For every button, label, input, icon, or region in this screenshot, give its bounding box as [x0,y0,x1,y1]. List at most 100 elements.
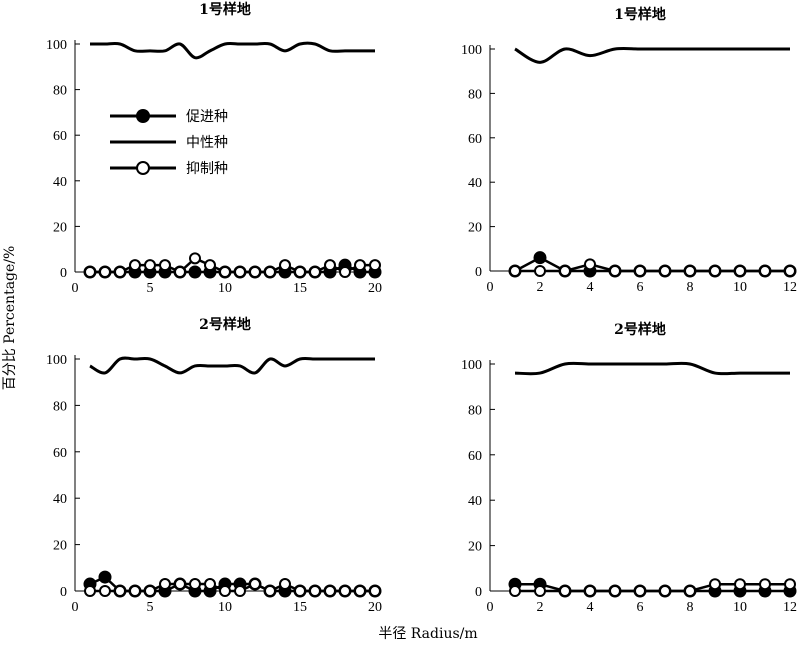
y-tick-label: 100 [46,353,67,368]
x-tick-label: 12 [783,600,797,615]
x-tick-label: 6 [637,280,644,295]
point-inhibit [249,266,261,278]
point-inhibit [369,259,381,272]
y-tick-label: 20 [468,540,482,555]
point-inhibit [339,585,351,597]
x-tick-label: 4 [587,600,594,615]
y-tick-label: 0 [60,585,67,600]
y-tick-label: 0 [60,266,67,281]
point-inhibit [159,578,171,591]
x-tick-label: 0 [487,280,494,295]
point-inhibit [354,259,366,272]
series-line-neutral [89,356,375,375]
legend-marker-filled [136,109,150,123]
point-inhibit [509,265,521,277]
point-inhibit [509,585,521,597]
point-inhibit [584,258,596,271]
point-inhibit [204,578,216,591]
point-inhibit [114,266,126,278]
legend-item: 促进种 [110,109,228,125]
point-inhibit [324,585,336,597]
point-inhibit [144,259,156,272]
point-inhibit [709,578,721,591]
series-line-neutral [514,47,790,64]
chart-panel-3: 2号样地 0 20 40 60 80 100 0 5 10 15 20 [46,316,382,615]
point-inhibit [99,585,111,597]
y-axis-label: 百分比 Percentage/% [2,246,18,391]
y-tick-label: 60 [53,129,67,144]
point-inhibit [99,266,111,278]
y-tick-label: 0 [475,585,482,600]
point-inhibit [309,585,321,597]
point-promote [188,265,202,279]
point-inhibit [559,585,571,597]
x-tick-label: 8 [687,280,694,295]
x-tick-label: 0 [487,600,494,615]
point-inhibit [339,266,351,278]
point-inhibit [114,585,126,597]
legend-item: 中性种 [110,135,228,151]
point-inhibit [189,252,201,265]
x-axis-label: 半径 Radius/m [378,626,477,642]
panel-title: 2号样地 [614,321,666,338]
y-tick-label: 20 [53,220,67,235]
y-tick-label: 80 [53,84,67,99]
point-inhibit [249,578,261,591]
point-inhibit [659,585,671,597]
legend-marker-open [136,161,150,175]
point-inhibit [734,265,746,277]
point-inhibit [264,266,276,278]
x-tick-label: 2 [537,280,544,295]
point-promote [98,570,112,584]
point-inhibit [294,585,306,597]
x-tick-label: 2 [537,600,544,615]
x-tick-label: 10 [733,600,747,615]
point-inhibit [324,259,336,272]
chart-panel-2: 1号样地 0 20 40 60 80 100 0 2 4 6 8 10 12 [461,6,797,295]
point-inhibit [129,585,141,597]
point-inhibit [734,578,746,591]
y-tick-label: 20 [468,221,482,236]
chart-panel-4: 2号样地 0 20 40 60 80 100 0 2 4 6 8 10 12 [461,321,797,615]
point-inhibit [159,259,171,272]
x-tick-label: 0 [72,281,79,296]
y-tick-label: 60 [468,132,482,147]
x-tick-label: 5 [147,600,154,615]
y-tick-label: 40 [468,176,482,191]
point-inhibit [634,585,646,597]
legend-item: 抑制种 [110,161,228,177]
point-inhibit [784,265,796,277]
x-tick-label: 5 [147,281,154,296]
x-tick-label: 15 [293,600,307,615]
chart-panel-1: 1号样地 0 20 40 60 80 100 0 5 10 15 20 [46,1,382,296]
x-tick-label: 12 [783,280,797,295]
series-line-promote [514,256,790,273]
x-tick-label: 10 [218,281,232,296]
y-tick-label: 80 [53,399,67,414]
x-tick-label: 20 [368,281,382,296]
point-inhibit [279,259,291,272]
point-inhibit [584,585,596,597]
panel-title: 1号样地 [199,1,251,18]
point-inhibit [369,585,381,597]
x-tick-label: 20 [368,600,382,615]
x-tick-label: 0 [72,600,79,615]
y-tick-label: 80 [468,87,482,102]
legend-label: 促进种 [186,109,228,125]
legend-label: 中性种 [186,135,228,151]
point-inhibit [219,266,231,278]
y-tick-label: 100 [461,43,482,58]
point-inhibit [129,259,141,272]
point-inhibit [759,265,771,277]
point-inhibit [684,265,696,277]
point-inhibit [609,585,621,597]
point-inhibit [659,265,671,277]
y-tick-label: 100 [461,358,482,373]
y-tick-label: 60 [468,449,482,464]
series-line-neutral [89,41,375,60]
x-tick-label: 10 [733,280,747,295]
point-inhibit [294,266,306,278]
